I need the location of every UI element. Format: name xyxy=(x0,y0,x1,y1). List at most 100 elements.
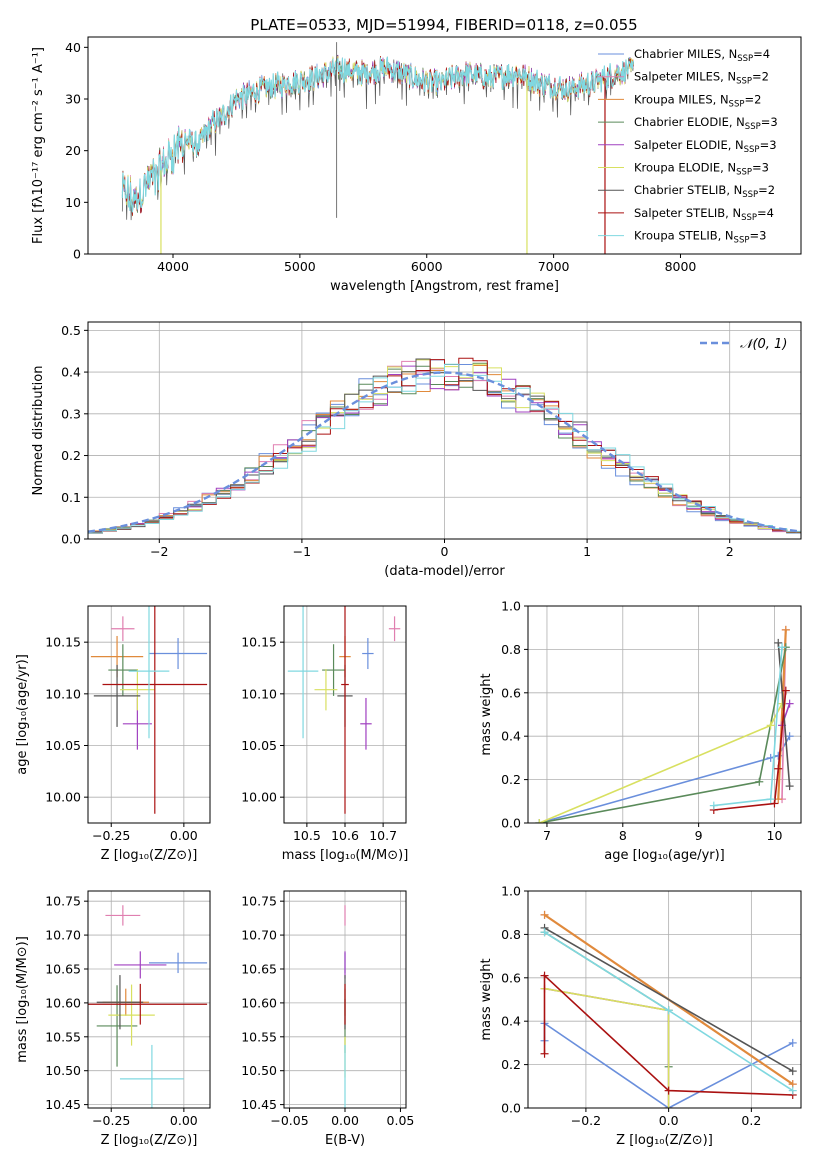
mass-vs-extinction-panel: −0.05 0.00 0.05 10.45 10.50 10.55 10.60 10.65 10… xyxy=(241,890,414,1148)
legend-label-tail: =4 xyxy=(757,206,774,220)
x-axis-label: Z [log₁₀(Z/Z⊙)] xyxy=(616,1133,713,1148)
y-tick-label: 0.6 xyxy=(501,685,521,700)
y-axis-label: Normed distribution xyxy=(31,366,46,496)
x-axis-label: E(B-V) xyxy=(325,1133,365,1148)
y-tick-label: 10.15 xyxy=(45,635,81,650)
normal-reference-curve xyxy=(88,371,801,533)
legend-label-sub: SSP xyxy=(729,99,745,109)
legend-label-main: Kroupa MILES, N xyxy=(634,92,729,106)
y-tick-label: 20 xyxy=(65,143,81,158)
mass-weight-line xyxy=(543,973,793,1096)
residuals-panel: −2 −1 0 1 2 0.0 0.1 0.2 0.3 0.4 0.5 (data-model)/er… xyxy=(31,321,802,579)
mass-weight-line xyxy=(713,647,783,807)
legend-label: 𝒩(0, 1) xyxy=(740,337,787,352)
legend-label-main: Salpeter STELIB, N xyxy=(634,206,741,220)
legend-label: Kroupa ELODIE, NSSP=3 xyxy=(634,161,769,178)
x-tick-label: 10.7 xyxy=(369,828,397,843)
x-axis-label: mass [log₁₀(M/M⊙)] xyxy=(282,848,409,863)
legend-label-tail: =2 xyxy=(752,70,769,84)
spectrum-model-line xyxy=(121,56,635,213)
axes-frame: 7 8 9 10 0.0 0.2 0.4 0.6 0.8 1.0 age [log₁₀(age/yr… xyxy=(479,599,802,863)
residuals-legend: 𝒩(0, 1) xyxy=(700,337,787,352)
x-tick-label: 6000 xyxy=(411,259,443,274)
mass-weight-vs-metallicity-panel: −0.2 0.0 0.2 0.0 0.2 0.4 0.6 0.8 1.0 Z [log₁₀(Z/Z… xyxy=(479,884,802,1148)
legend-label-tail: =3 xyxy=(761,115,778,129)
mass-weight-vs-age-panel: 7 8 9 10 0.0 0.2 0.4 0.6 0.8 1.0 age [log₁₀(age/yr… xyxy=(479,599,802,863)
legend-label: Kroupa MILES, NSSP=2 xyxy=(634,92,761,109)
legend-label-sub: SSP xyxy=(742,190,758,200)
x-tick-label: 0.0 xyxy=(659,1113,679,1128)
y-tick-label: 10.65 xyxy=(45,961,81,976)
y-tick-label: 0.0 xyxy=(501,816,521,831)
x-tick-label: 0.00 xyxy=(331,1113,359,1128)
y-tick-label: 40 xyxy=(65,40,81,55)
axes-border xyxy=(87,890,211,1109)
y-tick-label: 0.2 xyxy=(61,448,81,463)
plot-area xyxy=(540,910,797,1108)
axes-frame: 4000 5000 6000 7000 8000 0 10 20 30 40 wavelength … xyxy=(31,36,802,294)
spectrum-model-line xyxy=(121,56,634,212)
y-tick-label: 10.45 xyxy=(45,1097,81,1112)
x-tick-label: 8000 xyxy=(665,259,697,274)
x-tick-label: −0.25 xyxy=(92,828,130,843)
legend-label-tail: =4 xyxy=(753,47,770,61)
y-tick-label: 0.8 xyxy=(501,642,521,657)
x-tick-label: 2 xyxy=(726,544,734,559)
plot-area xyxy=(90,606,208,814)
y-tick-label: 10.55 xyxy=(45,1029,81,1044)
y-tick-label: 10.60 xyxy=(45,995,81,1010)
x-axis-label: Z [log₁₀(Z/Z⊙)] xyxy=(101,848,198,863)
legend-label-tail: =2 xyxy=(744,92,761,106)
legend-label-sub: SSP xyxy=(736,168,752,178)
legend-label-tail: =3 xyxy=(760,138,777,152)
axes-border xyxy=(87,36,802,255)
x-tick-label: −0.05 xyxy=(270,1113,308,1128)
x-tick-label: 0.00 xyxy=(170,828,198,843)
y-tick-label: 10.05 xyxy=(45,738,81,753)
legend-label-sub: SSP xyxy=(745,122,761,132)
mass-weight-line xyxy=(544,927,794,1072)
y-tick-label: 10.10 xyxy=(45,686,81,701)
axes-border xyxy=(527,605,802,824)
axes-frame: −2 −1 0 1 2 0.0 0.1 0.2 0.3 0.4 0.5 (data-model)/er… xyxy=(31,321,802,579)
legend-label: Salpeter STELIB, NSSP=4 xyxy=(634,206,774,223)
axes-frame: −0.25 0.00 10.00 10.05 10.10 10.15 Z [log₁₀(Z/… xyxy=(15,605,211,863)
y-tick-label: 0.2 xyxy=(501,772,521,787)
y-tick-label: 0.6 xyxy=(501,970,521,985)
y-tick-label: 10.70 xyxy=(241,928,277,943)
mass-weight-line xyxy=(777,629,787,800)
mass-weight-line xyxy=(539,703,783,823)
age-vs-metallicity-panel: −0.25 0.00 10.00 10.05 10.10 10.15 Z [log₁₀(Z/… xyxy=(15,605,211,863)
y-tick-label: 10.50 xyxy=(241,1063,277,1078)
x-tick-label: 5000 xyxy=(284,259,316,274)
legend-label-sub: SSP xyxy=(737,54,753,64)
y-tick-label: 0.4 xyxy=(61,365,81,380)
y-axis-label: mass weight xyxy=(479,958,494,1040)
x-tick-label: 10.5 xyxy=(293,828,321,843)
y-tick-label: 10.75 xyxy=(241,894,277,909)
spectrum-panel: 4000 5000 6000 7000 8000 0 10 20 30 40 wavelength … xyxy=(31,36,802,294)
y-axis-label: mass weight xyxy=(479,673,494,755)
y-tick-label: 30 xyxy=(65,92,81,107)
plot-area xyxy=(88,357,801,534)
x-tick-label: 7000 xyxy=(538,259,570,274)
x-axis-label: (data-model)/error xyxy=(384,564,505,579)
y-axis-label: age [log₁₀(age/yr)] xyxy=(15,654,30,775)
y-tick-label: 0.8 xyxy=(501,927,521,942)
x-tick-label: 7 xyxy=(543,828,551,843)
legend-label: Salpeter ELODIE, NSSP=3 xyxy=(634,138,777,155)
legend-label: Chabrier STELIB, NSSP=2 xyxy=(634,183,775,200)
x-axis-label: age [log₁₀(age/yr)] xyxy=(604,848,725,863)
axes-frame: −0.25 0.00 10.45 10.50 10.55 10.60 10.65 10.70 1… xyxy=(15,890,211,1148)
x-tick-label: −0.2 xyxy=(571,1113,601,1128)
legend-label-sub: SSP xyxy=(734,236,750,246)
mass-vs-metallicity-panel: −0.25 0.00 10.45 10.50 10.55 10.60 10.65 10.70 1… xyxy=(15,890,211,1148)
legend-label-main: Chabrier STELIB, N xyxy=(634,183,742,197)
y-tick-label: 10.65 xyxy=(241,961,277,976)
x-tick-label: 8 xyxy=(619,828,627,843)
x-tick-label: 9 xyxy=(695,828,703,843)
y-tick-label: 0.5 xyxy=(61,323,81,338)
legend-label-sub: SSP xyxy=(741,213,757,223)
mass-weight-line xyxy=(713,690,787,811)
